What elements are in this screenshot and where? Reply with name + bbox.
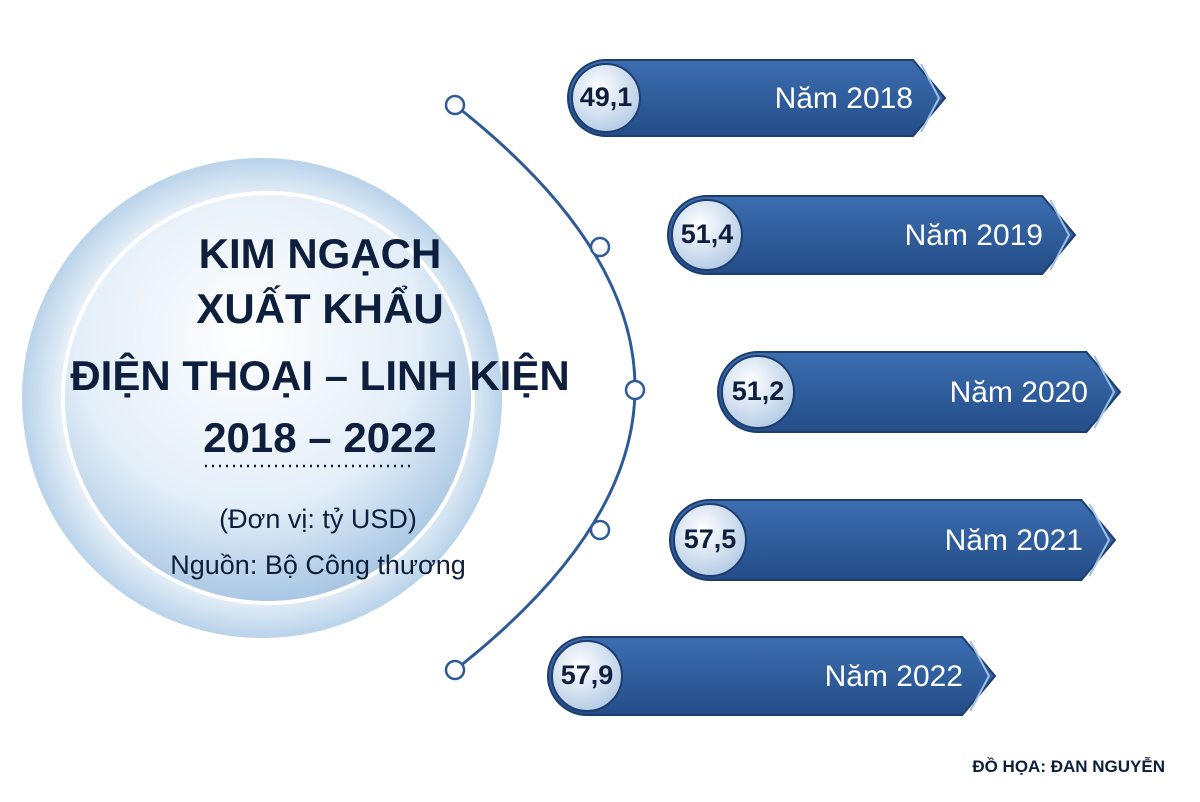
pill-chevron: [1093, 355, 1116, 429]
value-label: 57,9: [561, 660, 614, 690]
title-line: KIM NGẠCH: [199, 230, 442, 277]
year-pill: [667, 195, 1077, 275]
pill-chevron: [920, 63, 941, 133]
year-pill: [547, 636, 997, 716]
pill-chevron: [1049, 199, 1071, 271]
year-label: Năm 2018: [775, 82, 913, 115]
value-label: 51,4: [681, 219, 734, 249]
arc-dot: [444, 659, 466, 681]
value-badge: [673, 503, 747, 577]
year-label: Năm 2022: [825, 660, 963, 693]
pill-chevron: [1088, 503, 1111, 577]
value-badge: [571, 63, 641, 133]
value-badge: [671, 199, 743, 271]
value-label: 49,1: [580, 82, 633, 112]
year-label: Năm 2021: [945, 524, 1083, 557]
title-line: XUẤT KHẨU: [196, 284, 443, 332]
unit: (Đơn vị: tỷ USD): [219, 504, 417, 534]
value-label: 57,5: [684, 524, 737, 554]
year-pill: [717, 351, 1122, 433]
title-block: KIM NGẠCH XUẤT KHẨU ĐIỆN THOẠI – LINH KI…: [70, 230, 569, 580]
title-line: ĐIỆN THOẠI – LINH KIỆN: [70, 351, 569, 399]
arc-dot: [624, 379, 646, 401]
year-pill: [567, 59, 947, 137]
year-label: Năm 2019: [905, 219, 1043, 252]
year-pill: [669, 499, 1117, 581]
value-badge: [551, 640, 623, 712]
arc-dot: [589, 519, 611, 541]
title-line: 2018 – 2022: [203, 414, 437, 461]
arc-dot: [444, 94, 466, 116]
year-label: Năm 2020: [950, 376, 1088, 409]
inner-circle: [61, 191, 475, 605]
credit: ĐỒ HỌA: ĐAN NGUYỄN: [972, 757, 1165, 776]
source: Nguồn: Bộ Công thương: [170, 550, 465, 580]
pill-chevron: [969, 640, 991, 712]
value-label: 51,2: [732, 376, 785, 406]
value-badge: [721, 355, 795, 429]
arc-dot: [589, 236, 611, 258]
